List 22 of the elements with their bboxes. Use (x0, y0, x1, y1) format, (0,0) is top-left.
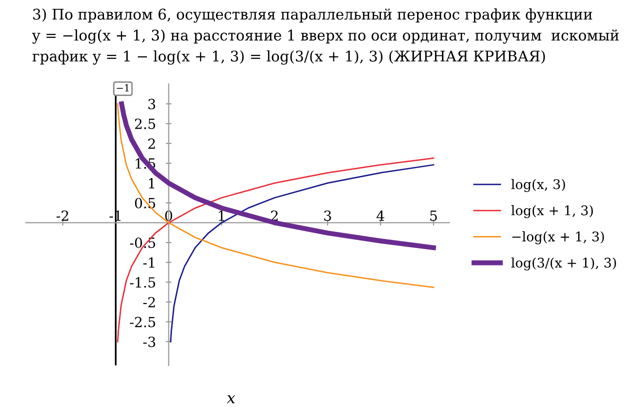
y-tick-label: -1 (143, 257, 154, 268)
chart-title: 3) По правилом 6, осуществляя параллельный перенос график функции y = −log(x + 1, 3) на расстояние 1 вверх по оси ординат, получим искомый график y = 1 − log(x + 1, 3) = log(3/(x + 1), 3) (ЖИРНАЯ КРИВАЯ) (32, 8, 619, 65)
x-tick-label: 5 (430, 210, 437, 221)
legend-label: log(x, 3) (511, 178, 566, 192)
y-tick-label: -1.5 (130, 277, 156, 288)
x-tick-label: 0 (165, 210, 172, 221)
x-tick-label: 3 (324, 210, 331, 221)
legend-label: log(3/(x + 1), 3) (511, 257, 616, 270)
y-tick-label: 1 (149, 178, 154, 188)
x-tick-label: 4 (376, 210, 384, 221)
x-axis-title: x (226, 395, 236, 404)
ref-line-label: −1 (116, 84, 129, 92)
y-tick-label: 3 (148, 98, 156, 110)
x-tick-label: 1 (218, 210, 224, 221)
x-tick-label: -2 (56, 210, 68, 221)
y-tick-label: -2 (143, 296, 155, 308)
legend-label: −log(x + 1, 3) (512, 231, 604, 244)
legend-label: log(x + 1, 3) (511, 205, 593, 218)
y-tick-label: 2 (148, 138, 155, 149)
y-tick-label: 2.5 (135, 118, 156, 130)
y-tick-label: -2.5 (130, 316, 156, 328)
y-tick-label: -3 (143, 336, 156, 348)
